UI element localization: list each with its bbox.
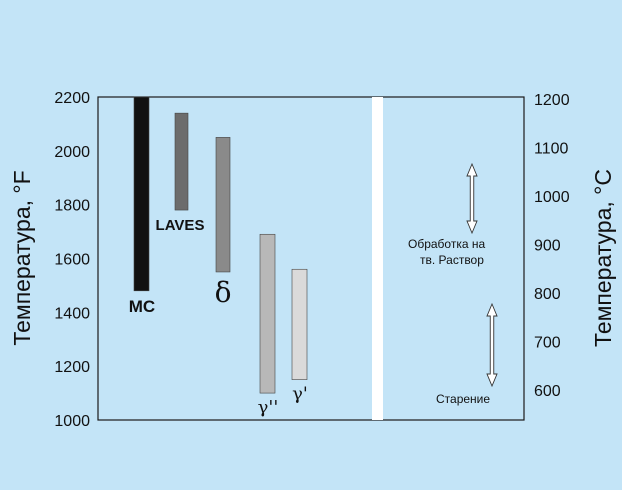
left-axis-ticks: 1000 1200 1400 1600 1800 2000 2200 <box>54 90 90 430</box>
y-left-tick-label: 2200 <box>54 90 90 107</box>
bar-0 <box>133 96 150 292</box>
bar-2 <box>215 137 231 273</box>
y-left-tick-label: 1400 <box>54 305 90 322</box>
right-axis-ticks: 600 700 800 900 1000 1100 1200 <box>534 92 570 400</box>
y-left-tick-label: 1200 <box>54 359 90 376</box>
y-left-tick-label: 1600 <box>54 252 90 269</box>
phase-bars <box>133 96 308 394</box>
bar-4 <box>291 268 308 380</box>
y-right-tick-label: 800 <box>534 286 561 303</box>
y-right-tick-label: 900 <box>534 238 561 255</box>
bar-label-2: δ <box>215 276 232 309</box>
bar-3 <box>259 233 276 394</box>
bar-label-4: γ' <box>292 384 308 405</box>
y-right-tick-label: 1000 <box>534 189 570 206</box>
y-left-tick-label: 2000 <box>54 144 90 161</box>
double-arrow-shape <box>466 162 478 235</box>
plot-area <box>97 96 525 421</box>
bar-label-1: LAVES <box>156 217 205 234</box>
bar-1 <box>174 112 189 211</box>
bar-label-3: γ'' <box>258 397 279 418</box>
bar-label-0: MC <box>129 297 155 316</box>
annotation-0-line-1: тв. Раствор <box>420 253 484 267</box>
phase-labels: MC LAVES δ γ'' γ' <box>129 217 308 418</box>
y-right-tick-label: 1200 <box>534 92 570 109</box>
y-right-tick-label: 700 <box>534 334 561 351</box>
aging-arrow <box>486 302 498 388</box>
y-right-tick-label: 600 <box>534 383 561 400</box>
annotation-1-line-0: Старение <box>436 392 490 406</box>
y-left-tick-label: 1800 <box>54 198 90 215</box>
y-right-tick-label: 1100 <box>534 141 569 158</box>
y-left-tick-label: 1000 <box>54 413 90 430</box>
annotations: Обработка на тв. Раствор Старение <box>408 162 498 406</box>
y-left-axis-title: Температура, °F <box>9 170 35 345</box>
annotation-0-line-0: Обработка на <box>408 237 485 251</box>
solution-treatment-arrow <box>466 162 478 235</box>
separator-band <box>372 97 383 420</box>
double-arrow-shape <box>486 302 498 388</box>
y-right-axis-title: Температура, °C <box>590 169 616 347</box>
